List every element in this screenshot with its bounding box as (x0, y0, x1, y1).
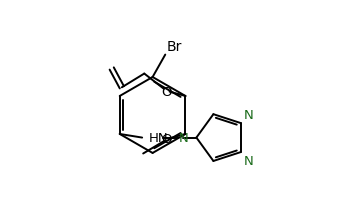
Text: HN: HN (149, 132, 168, 144)
Text: N: N (244, 155, 253, 167)
Text: O: O (161, 86, 172, 99)
Text: O: O (161, 132, 172, 145)
Text: N: N (244, 108, 253, 121)
Text: Br: Br (167, 40, 182, 54)
Text: N: N (178, 132, 188, 144)
